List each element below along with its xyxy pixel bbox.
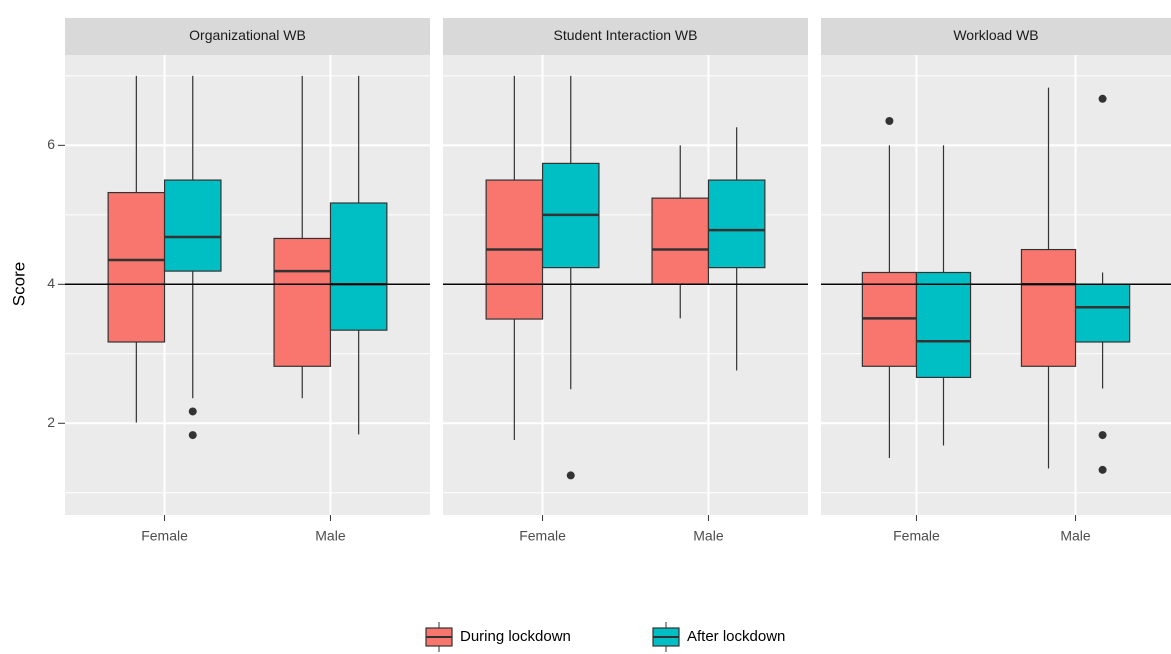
outlier (188, 431, 197, 440)
strip-background (443, 18, 808, 55)
y-tick-label: 6 (47, 136, 55, 152)
strip-title: Organizational WB (189, 27, 306, 43)
box (915, 271, 972, 379)
outlier (1098, 465, 1107, 474)
outlier (188, 407, 197, 416)
x-tick-label: Male (315, 528, 346, 544)
box (651, 197, 710, 285)
outlier (1098, 431, 1107, 440)
x-tick-label: Female (519, 528, 566, 544)
box (707, 179, 766, 269)
outlier (1098, 94, 1107, 103)
box (1074, 283, 1131, 343)
outlier (885, 117, 894, 126)
strip-background (821, 18, 1171, 55)
box (163, 179, 222, 272)
strip-title: Student Interaction WB (554, 27, 698, 43)
x-tick-label: Female (141, 528, 188, 544)
box (273, 237, 332, 367)
strip-background (65, 18, 430, 55)
strip-title: Workload WB (953, 27, 1038, 43)
x-tick-label: Male (693, 528, 724, 544)
box (329, 202, 388, 331)
outlier (566, 471, 575, 480)
legend-label: After lockdown (687, 628, 785, 645)
x-tick-label: Male (1060, 528, 1091, 544)
legend-label: During lockdown (460, 628, 571, 645)
y-tick-label: 2 (47, 414, 55, 430)
y-axis-title: Score (9, 262, 28, 306)
box (1020, 248, 1077, 367)
x-tick-label: Female (893, 528, 940, 544)
y-tick-label: 4 (47, 275, 55, 291)
box (107, 191, 166, 343)
